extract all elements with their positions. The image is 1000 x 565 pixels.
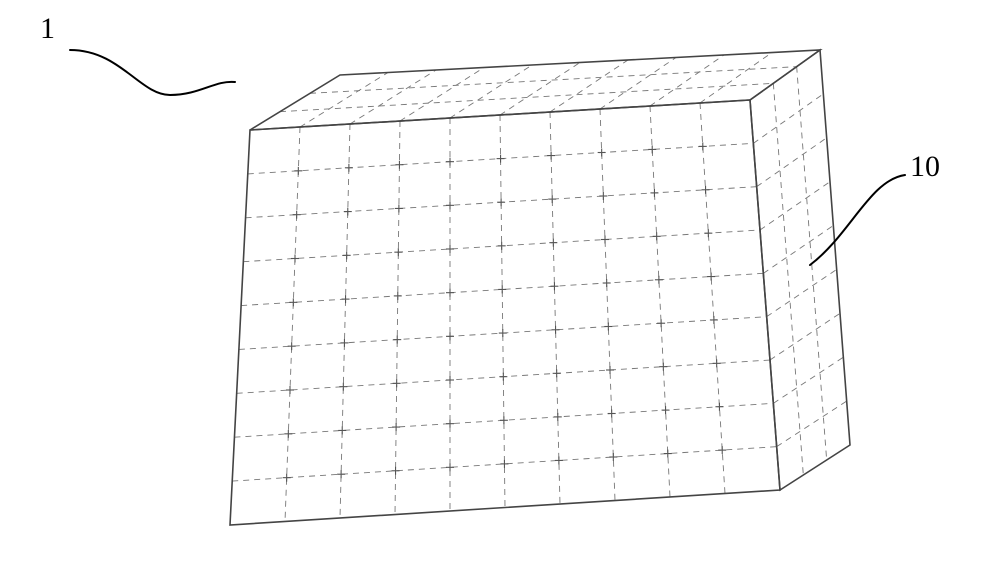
top-grid-widthline [280,83,773,111]
front-grid-vline [550,112,560,504]
label-1: 1 [40,12,55,46]
leader-10 [810,175,905,265]
prism-top-face [250,50,820,130]
top-grid-depthline [500,63,580,116]
front-grid-vline [600,109,615,501]
side-grid-hline [777,401,847,447]
side-grid-hline [760,182,830,230]
side-grid-hline [753,94,823,143]
side-grid-hline [763,226,833,274]
top-grid-depthline [400,68,484,122]
diagram-svg [0,0,1000,565]
top-grid-depthline [450,65,532,118]
side-grid-hline [767,269,837,316]
top-grid-depthline [550,60,628,112]
side-grid-vline [773,83,803,475]
front-grid-vline [285,127,300,522]
top-grid-depthline [600,58,676,110]
top-grid-depthline [700,53,772,104]
top-grid-widthline [310,67,797,94]
label-10: 10 [910,150,940,184]
leader-1 [70,50,235,95]
side-grid-hline [757,138,827,187]
front-grid-vline [340,124,350,518]
front-grid-vline [395,121,400,515]
front-grid-vline [500,115,505,508]
side-grid-hline [770,313,840,360]
side-grid-hline [773,357,843,403]
top-grid-depthline [350,70,436,124]
top-grid-depthline [300,73,388,128]
prism-front-face [230,100,780,525]
top-grid-depthline [650,55,724,106]
front-grid-vline [700,103,725,494]
front-grid-vline [650,106,670,497]
